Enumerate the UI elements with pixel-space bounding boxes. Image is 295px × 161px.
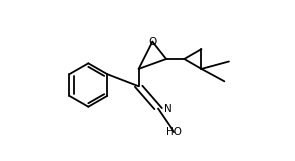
Text: O: O bbox=[148, 37, 156, 47]
Text: N: N bbox=[164, 104, 171, 114]
Text: HO: HO bbox=[166, 127, 182, 137]
